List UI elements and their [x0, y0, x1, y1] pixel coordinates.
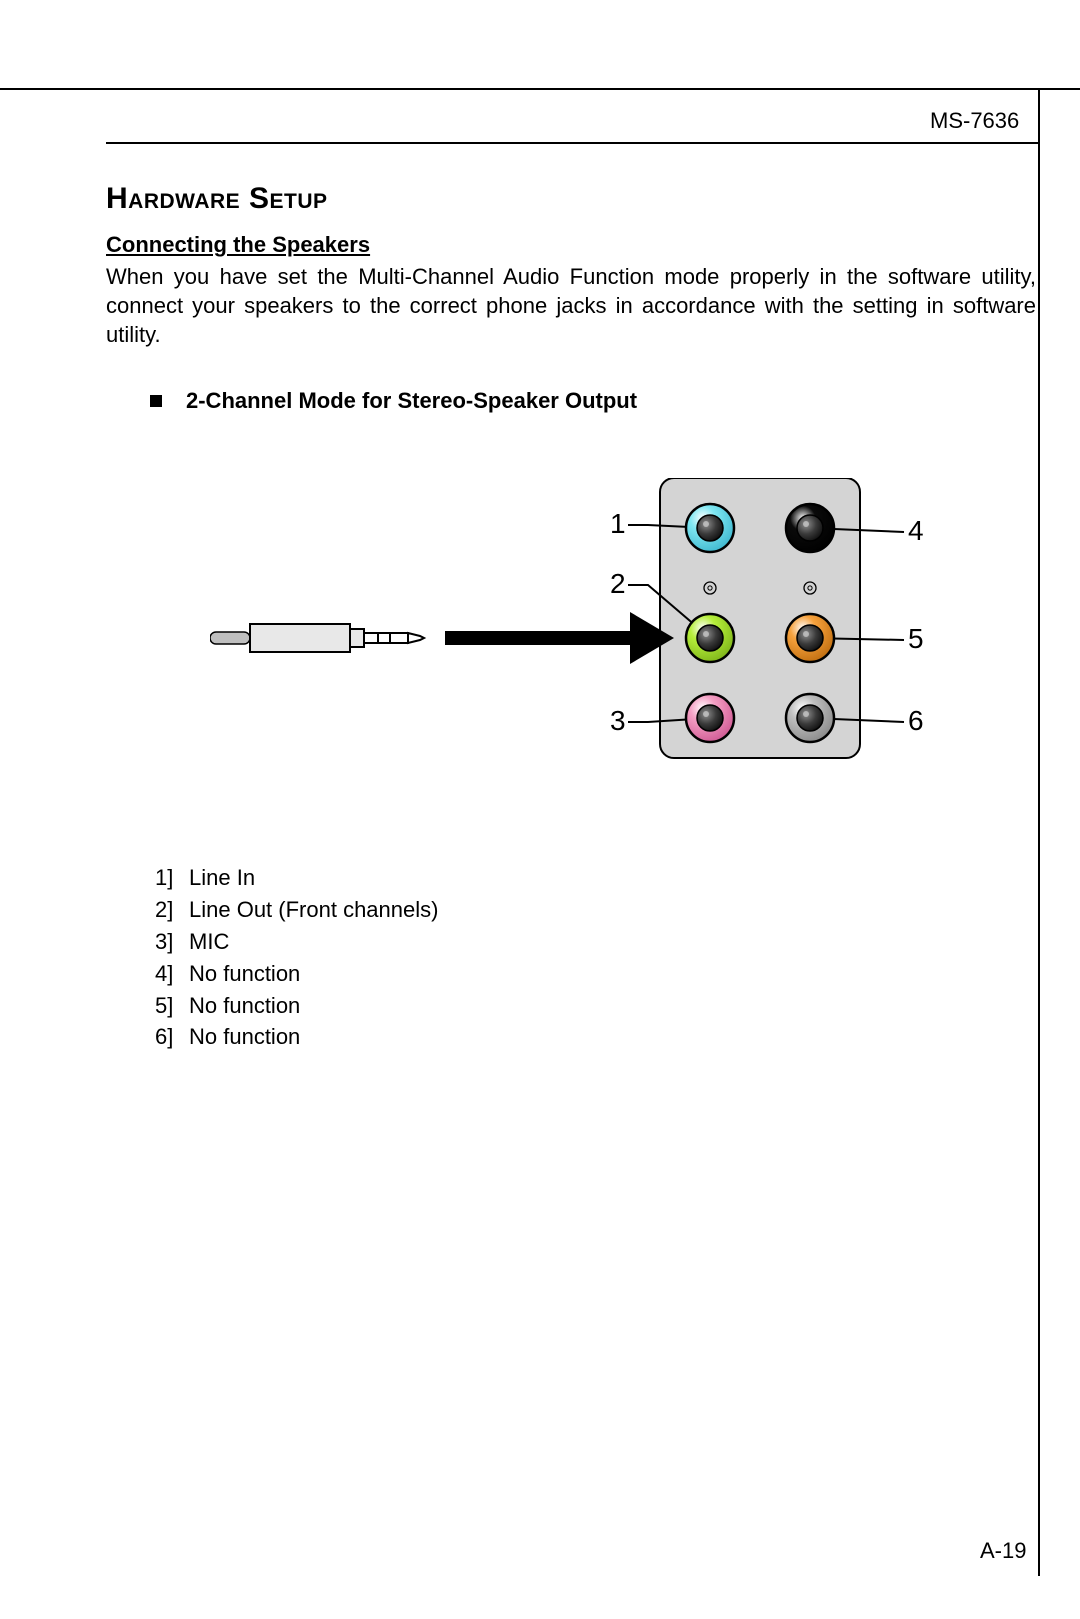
legend-number: 5] — [155, 990, 189, 1022]
diagram-svg: 1 2 3 4 5 6 — [210, 478, 940, 778]
callout-number: 5 — [908, 623, 924, 654]
bullet-text: 2-Channel Mode for Stereo-Speaker Output — [186, 388, 637, 413]
audio-jack — [786, 614, 834, 662]
legend-number: 6] — [155, 1021, 189, 1053]
jack-legend: 1]Line In2]Line Out (Front channels)3]MI… — [155, 862, 438, 1053]
legend-row: 6]No function — [155, 1021, 438, 1053]
legend-number: 3] — [155, 926, 189, 958]
callout-number: 2 — [610, 568, 626, 599]
audio-jack — [686, 614, 734, 662]
audio-jack — [686, 504, 734, 552]
audio-jack — [686, 694, 734, 742]
legend-row: 1]Line In — [155, 862, 438, 894]
section-title: Hardware Setup — [106, 182, 328, 216]
legend-label: No function — [189, 961, 300, 986]
audio-jack — [786, 504, 834, 552]
intro-paragraph: When you have set the Multi-Channel Audi… — [106, 262, 1036, 349]
legend-label: No function — [189, 1024, 300, 1049]
page-number: A-19 — [980, 1538, 1026, 1564]
bullet-square-icon — [150, 395, 162, 407]
legend-row: 4]No function — [155, 958, 438, 990]
mode-bullet: 2-Channel Mode for Stereo-Speaker Output — [150, 388, 637, 414]
model-label: MS-7636 — [930, 108, 1019, 134]
callout-number: 4 — [908, 515, 924, 546]
legend-row: 5]No function — [155, 990, 438, 1022]
legend-label: MIC — [189, 929, 229, 954]
callout-number: 3 — [610, 705, 626, 736]
page-right-border — [1038, 88, 1040, 1576]
legend-number: 4] — [155, 958, 189, 990]
top-rule — [0, 88, 1080, 90]
legend-label: Line In — [189, 865, 255, 890]
subheading: Connecting the Speakers — [106, 232, 370, 258]
callout-number: 1 — [610, 508, 626, 539]
legend-number: 1] — [155, 862, 189, 894]
page: MS-7636 Hardware Setup Connecting the Sp… — [0, 0, 1080, 1619]
audio-panel-diagram: 1 2 3 4 5 6 — [210, 478, 940, 783]
callout-number: 6 — [908, 705, 924, 736]
audio-jack — [786, 694, 834, 742]
header-rule — [106, 142, 1038, 144]
legend-label: No function — [189, 993, 300, 1018]
legend-row: 3]MIC — [155, 926, 438, 958]
legend-label: Line Out (Front channels) — [189, 897, 438, 922]
legend-number: 2] — [155, 894, 189, 926]
legend-row: 2]Line Out (Front channels) — [155, 894, 438, 926]
audio-plug-icon — [210, 624, 424, 652]
